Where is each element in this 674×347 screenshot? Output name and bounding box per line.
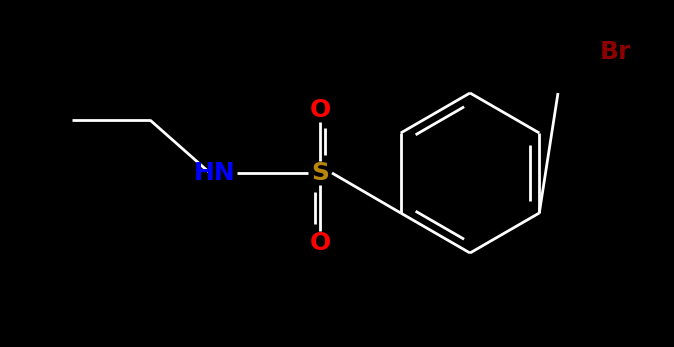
Text: O: O [309, 98, 331, 122]
Text: Br: Br [599, 40, 631, 64]
Text: O: O [309, 231, 331, 255]
Text: S: S [311, 161, 329, 185]
Text: HN: HN [194, 161, 236, 185]
